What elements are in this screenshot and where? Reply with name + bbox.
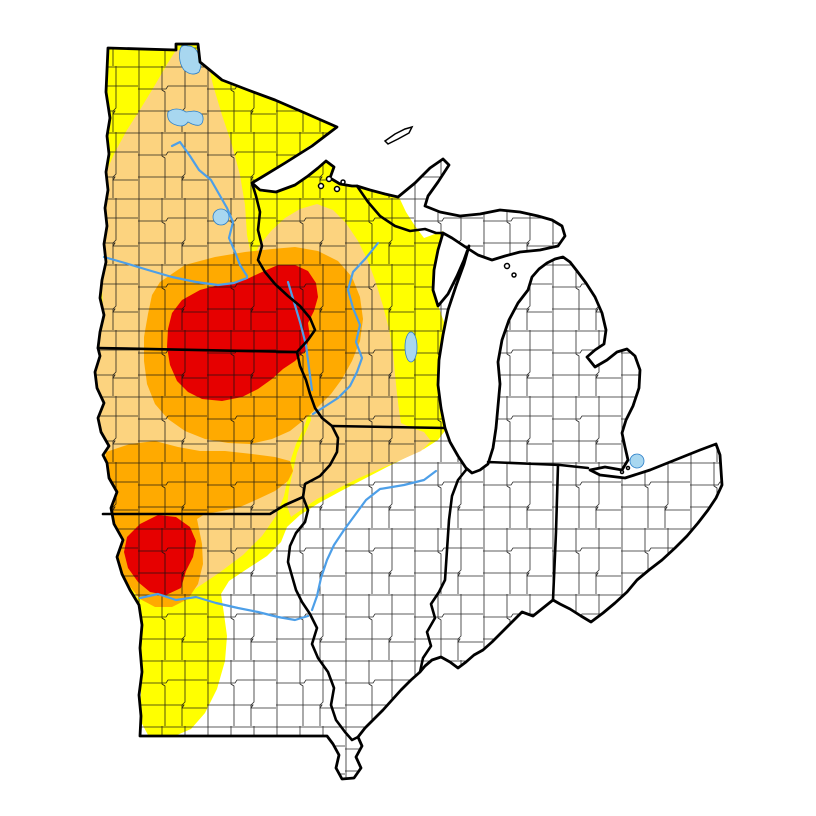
- wisconsin-river: [311, 241, 380, 416]
- border-wisconsin-michigan: [355, 184, 445, 235]
- erie-island-1: [619, 469, 625, 475]
- apostle-island-2: [325, 175, 333, 183]
- isle-royale-island: [383, 125, 414, 145]
- beaver-island-2: [511, 272, 517, 278]
- state-borders: [96, 181, 590, 742]
- islands: [317, 125, 631, 475]
- border-iowa-missouri: [101, 495, 305, 516]
- border-minnesota-iowa: [96, 346, 299, 354]
- apostle-island-3: [333, 185, 341, 193]
- erie-island-2: [625, 465, 631, 471]
- apostle-island-1: [317, 182, 325, 190]
- upper-mississippi-river: [170, 140, 249, 278]
- beaver-island-1: [503, 262, 511, 270]
- border-wisconsin-illinois: [330, 424, 447, 430]
- apostle-island-4: [340, 179, 346, 185]
- mille-lacs-lake: [212, 208, 230, 226]
- red-lakes: [167, 108, 204, 127]
- border-indiana-ohio: [551, 463, 560, 602]
- missouri-river: [138, 592, 310, 622]
- illinois-river: [310, 469, 438, 612]
- border-michigan-indiana-ohio: [486, 460, 590, 470]
- inland-lakes: [167, 45, 645, 469]
- border-illinois-indiana: [418, 468, 468, 674]
- lake-winnebago: [404, 331, 418, 363]
- lake-st-clair: [629, 453, 645, 469]
- border-mississippi-river-states: [250, 181, 360, 742]
- minnesota-river: [102, 255, 249, 287]
